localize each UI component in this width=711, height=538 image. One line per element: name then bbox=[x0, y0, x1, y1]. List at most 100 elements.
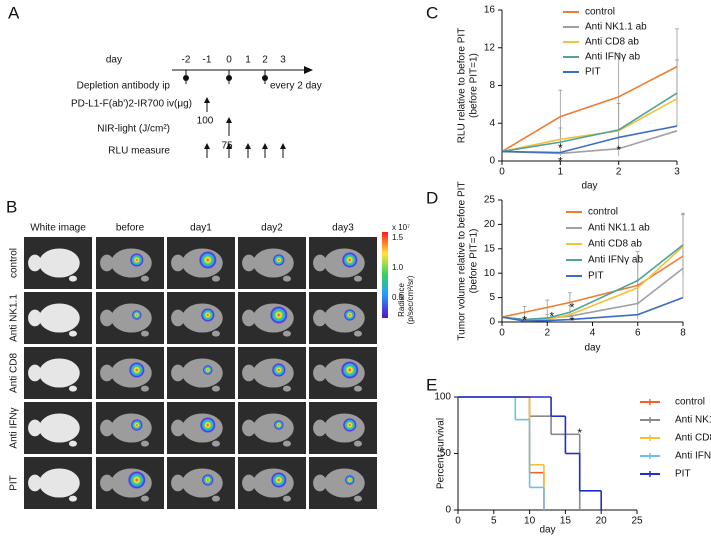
mouse-body bbox=[110, 413, 152, 443]
x-tick-label: 2 bbox=[616, 167, 622, 178]
mouse-head bbox=[313, 474, 327, 492]
mouse-head bbox=[313, 254, 327, 272]
signal bbox=[269, 306, 288, 324]
day-tick-label: -2 bbox=[182, 55, 191, 66]
mouse-head bbox=[100, 254, 114, 272]
signal bbox=[128, 362, 145, 378]
mouse-leg bbox=[140, 330, 149, 337]
mouse-head bbox=[28, 254, 42, 272]
day-tick-label: 2 bbox=[262, 55, 268, 66]
row-label: PD-L1-F(ab')2-IR700 iv(μg) bbox=[71, 99, 192, 110]
note: 75 bbox=[221, 141, 233, 152]
mouse-leg bbox=[353, 385, 362, 392]
annotation: * bbox=[549, 309, 554, 323]
legend-label: Anti NK1.1 ab bbox=[675, 415, 711, 426]
pin-head bbox=[226, 75, 232, 81]
x-axis-label: day bbox=[581, 181, 597, 192]
legend-label: Anti NK1.1 ab bbox=[588, 223, 650, 234]
legend-label: control bbox=[675, 397, 705, 408]
y-tick-label: 0 bbox=[445, 505, 451, 516]
mouse-body bbox=[252, 248, 294, 278]
mouse-head bbox=[28, 309, 42, 327]
series-line bbox=[501, 244, 684, 321]
mouse-head bbox=[313, 419, 327, 437]
legend-label: control bbox=[585, 7, 615, 18]
series-line bbox=[501, 130, 678, 155]
mouse-leg bbox=[282, 275, 291, 282]
annotation: * bbox=[577, 426, 582, 440]
y-tick-label: 0 bbox=[489, 317, 495, 328]
mouse-head bbox=[28, 419, 42, 437]
y-tick-label: 100 bbox=[434, 392, 451, 403]
x-tick-label: 4 bbox=[590, 328, 596, 339]
annotation: * bbox=[570, 301, 575, 315]
x-tick-label: 3 bbox=[674, 167, 680, 178]
mouse-leg bbox=[353, 330, 362, 337]
mouse-head bbox=[100, 364, 114, 382]
mouse-leg bbox=[68, 495, 77, 502]
y-tick-label: 25 bbox=[484, 195, 496, 206]
row-label: Anti IFNγ bbox=[9, 407, 20, 448]
mouse-leg bbox=[140, 385, 149, 392]
mouse-head bbox=[242, 254, 256, 272]
row-label: RLU measure bbox=[108, 146, 170, 157]
panel-label: E bbox=[426, 375, 437, 394]
x-tick-label: 20 bbox=[596, 516, 608, 527]
colorbar-tick: 0.5 bbox=[392, 293, 404, 302]
signal bbox=[199, 417, 216, 433]
x-tick-label: 5 bbox=[491, 516, 497, 527]
legend-label: Anti IFNγ ab bbox=[588, 255, 643, 266]
mouse-leg bbox=[211, 275, 220, 282]
y-tick-label: 5 bbox=[489, 292, 495, 303]
y-tick-label: 15 bbox=[484, 243, 496, 254]
mouse-head bbox=[313, 309, 327, 327]
colorbar-label: Radiance bbox=[397, 283, 406, 317]
colorbar-unit: (p/sec/cm²/sr) bbox=[406, 275, 415, 324]
legend-label: control bbox=[588, 207, 618, 218]
x-tick-label: 15 bbox=[560, 516, 572, 527]
mouse-leg bbox=[353, 495, 362, 502]
series-line bbox=[501, 65, 678, 153]
mouse-head bbox=[100, 474, 114, 492]
mouse-head bbox=[28, 364, 42, 382]
mouse-body bbox=[181, 468, 223, 498]
signal bbox=[198, 251, 217, 269]
arrow-head bbox=[226, 143, 232, 149]
legend-label: Anti IFNγ ab bbox=[585, 52, 640, 63]
arrow-head bbox=[204, 97, 210, 103]
y-tick-label: 10 bbox=[484, 268, 496, 279]
x-axis-label: day bbox=[539, 525, 555, 536]
series-line bbox=[501, 125, 678, 154]
mouse-head bbox=[28, 474, 42, 492]
note: every 2 day bbox=[270, 81, 322, 92]
signal bbox=[202, 365, 213, 375]
mouse-head bbox=[242, 474, 256, 492]
mouse-leg bbox=[211, 495, 220, 502]
series-line bbox=[501, 296, 684, 322]
signal bbox=[270, 472, 287, 488]
mouse-leg bbox=[140, 275, 149, 282]
colorbar bbox=[382, 232, 388, 318]
column-header: before bbox=[116, 223, 145, 234]
signal bbox=[272, 254, 285, 266]
column-header: day3 bbox=[332, 223, 354, 234]
mouse-head bbox=[242, 309, 256, 327]
panel-label: C bbox=[426, 3, 438, 22]
mouse-head bbox=[171, 309, 185, 327]
mouse-body bbox=[38, 358, 80, 388]
row-label: control bbox=[9, 248, 20, 278]
mouse-body bbox=[252, 413, 294, 443]
note: 100 bbox=[197, 116, 214, 127]
y-axis-label: (before PIT=1) bbox=[469, 229, 480, 294]
signal bbox=[340, 361, 359, 379]
signal bbox=[341, 252, 358, 268]
mouse-leg bbox=[282, 495, 291, 502]
y-tick-label: 0 bbox=[489, 156, 495, 167]
mouse-body bbox=[38, 248, 80, 278]
x-tick-label: 0 bbox=[455, 516, 461, 527]
mouse-head bbox=[171, 254, 185, 272]
x-tick-label: 0 bbox=[499, 328, 505, 339]
annotation: * bbox=[558, 154, 563, 168]
y-axis-label: RLU relative to before PIT bbox=[457, 28, 468, 144]
legend-label: PIT bbox=[585, 67, 601, 78]
